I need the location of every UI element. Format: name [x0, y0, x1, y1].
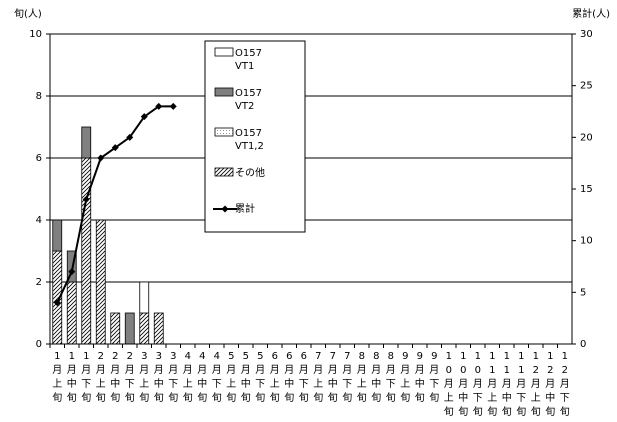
x-tick-label: 9 月下旬 — [429, 351, 439, 404]
x-tick-label: 8 月上旬 — [357, 351, 367, 404]
line-marker — [68, 268, 76, 276]
x-tick-label: 6 月上旬 — [270, 351, 280, 404]
legend-label: O157 VT1,2 — [235, 128, 264, 152]
x-tick-label: 4 月上旬 — [183, 351, 193, 404]
y2-tick-label: 0 — [580, 339, 586, 350]
x-tick-label: 5 月下旬 — [255, 351, 265, 404]
y-tick-label: 8 — [36, 91, 42, 102]
x-tick-label: 5 月上旬 — [226, 351, 236, 404]
bar — [81, 157, 92, 345]
y2-tick-label: 10 — [580, 236, 593, 247]
x-tick-label: 1 月下旬 — [81, 351, 91, 404]
line-marker — [169, 102, 177, 110]
bar — [110, 312, 121, 345]
x-tick-label: 8 月中旬 — [371, 351, 381, 404]
x-tick-label: 6 月中旬 — [284, 351, 294, 404]
x-tick-label: 9 月中旬 — [415, 351, 425, 404]
y2-tick-label: 25 — [580, 81, 593, 92]
y2-tick-label: 20 — [580, 132, 593, 143]
legend-label: 累計 — [235, 202, 255, 215]
x-tick-label: 5 月中旬 — [241, 351, 251, 404]
x-tick-label: 1 2 月下旬 — [560, 351, 570, 418]
x-tick-label: 7 月上旬 — [313, 351, 323, 404]
x-tick-label: 4 月中旬 — [197, 351, 207, 404]
line-marker — [155, 102, 163, 110]
x-tick-label: 1 2 月中旬 — [545, 351, 555, 418]
legend-label: O157 VT2 — [235, 88, 262, 112]
line-marker — [82, 195, 90, 203]
y-tick-label: 4 — [36, 215, 42, 226]
y-tick-label: 0 — [36, 339, 42, 350]
line-marker — [140, 113, 148, 121]
bar — [124, 312, 135, 345]
y2-axis-title: 累計(人) — [572, 7, 610, 20]
bar — [153, 312, 164, 345]
x-tick-label: 2 月下旬 — [125, 351, 135, 404]
x-tick-label: 1 1 月下旬 — [516, 351, 526, 418]
legend-swatch — [214, 167, 234, 177]
x-tick-label: 3 月中旬 — [154, 351, 164, 404]
x-tick-label: 2 月上旬 — [96, 351, 106, 404]
x-tick-label: 9 月上旬 — [400, 351, 410, 404]
x-tick-label: 7 月中旬 — [328, 351, 338, 404]
x-tick-label: 3 月下旬 — [168, 351, 178, 404]
x-tick-label: 7 月下旬 — [342, 351, 352, 404]
legend-swatch — [214, 87, 234, 97]
legend-label: その他 — [235, 166, 265, 179]
bar — [139, 312, 150, 345]
y-tick-label: 10 — [29, 29, 42, 40]
x-tick-label: 1 1 月上旬 — [487, 351, 497, 418]
line-marker — [53, 299, 61, 307]
x-tick-label: 1 2 月上旬 — [531, 351, 541, 418]
y2-tick-label: 15 — [580, 184, 593, 195]
line-marker — [97, 154, 105, 162]
x-tick-label: 1 月中旬 — [67, 351, 77, 404]
line-marker — [126, 133, 134, 141]
y2-tick-label: 5 — [580, 287, 586, 298]
bar — [139, 281, 150, 314]
bar — [81, 126, 92, 159]
bar — [66, 250, 77, 283]
grid: 0 2 4 6 8 10 0 5 10 15 20 25 30 1 月上旬 1 月中旬 1 月下旬 2 月上旬 2 月中旬 2… — [29, 29, 592, 418]
line-marker — [111, 144, 119, 152]
bar — [66, 281, 77, 345]
x-tick-label: 3 月上旬 — [139, 351, 149, 404]
bar — [52, 219, 63, 252]
x-tick-label: 1 1 月中旬 — [502, 351, 512, 418]
bars — [52, 126, 164, 345]
y-tick-label: 6 — [36, 153, 42, 164]
x-tick-label: 1 月上旬 — [52, 351, 62, 404]
legend-swatch — [214, 127, 234, 137]
x-tick-label: 1 0 月中旬 — [458, 351, 468, 418]
x-tick-label: 4 月下旬 — [212, 351, 222, 404]
legend-box — [204, 40, 306, 233]
legend-marker — [221, 205, 229, 213]
x-tick-label: 1 0 月上旬 — [444, 351, 454, 418]
plot-frame — [49, 33, 573, 345]
y-tick-label: 2 — [36, 277, 42, 288]
y2-tick-label: 30 — [580, 29, 593, 40]
bar — [95, 219, 106, 345]
legend-swatch — [214, 47, 234, 57]
x-tick-label: 8 月下旬 — [386, 351, 396, 404]
lines — [53, 102, 177, 307]
x-tick-label: 1 0 月下旬 — [473, 351, 483, 418]
y-axis-title: 旬(人) — [14, 7, 42, 20]
legend-label: O157 VT1 — [235, 48, 262, 72]
x-tick-label: 6 月下旬 — [299, 351, 309, 404]
x-tick-label: 2 月中旬 — [110, 351, 120, 404]
